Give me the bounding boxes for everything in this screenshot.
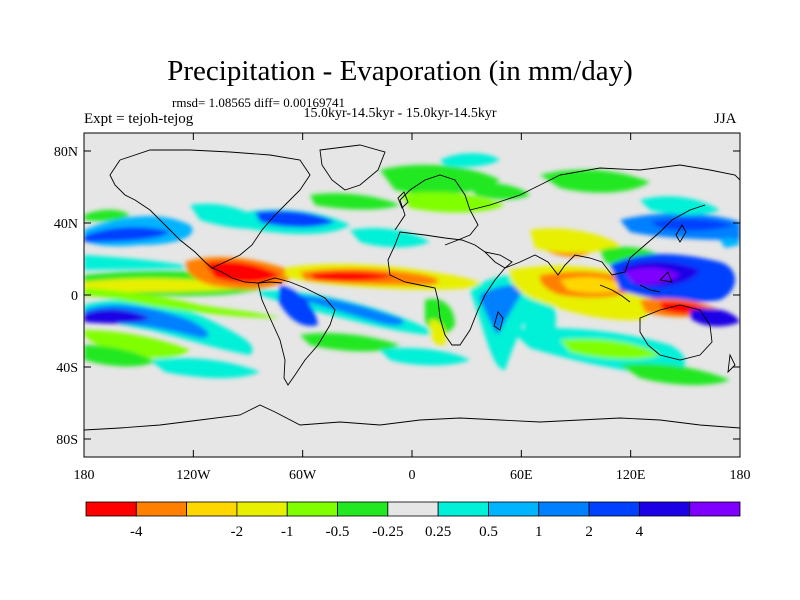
colorbar-box (85, 501, 137, 517)
lon-label: 0 (409, 468, 416, 483)
colorbar-label: -2 (231, 524, 244, 540)
colorbar-label: -1 (281, 524, 294, 540)
colorbar-label: 1 (535, 524, 543, 540)
chart-title: Precipitation - Evaporation (in mm/day) (167, 55, 633, 87)
colorbar-box (538, 501, 590, 517)
chart-subtitle: 15.0kyr-14.5kyr - 15.0kyr-14.5kyr (303, 106, 497, 121)
colorbar-box (286, 501, 338, 517)
season-label: JJA (714, 111, 737, 127)
colorbar-label: -0.5 (326, 524, 350, 540)
lat-label: 40N (54, 217, 78, 232)
coastlines (84, 144, 740, 431)
colorbar-box (186, 501, 238, 517)
lon-label: 60W (289, 468, 317, 483)
stats-text: rmsd= 1.08565 diff= 0.00169741 (172, 95, 345, 110)
colorbar-label: 2 (585, 524, 593, 540)
colorbar-box (638, 501, 691, 517)
colorbar-box (488, 501, 540, 517)
colorbar-box (337, 501, 389, 517)
longitude-axis: 180 120W 60W 0 60E 120E 180 (74, 133, 751, 483)
colorbar-label: -4 (130, 524, 143, 540)
colorbar-box (689, 501, 741, 517)
lat-label: 40S (56, 361, 78, 376)
lon-label: 180 (730, 468, 751, 483)
lat-label: 0 (71, 289, 78, 304)
lon-label: 60E (510, 468, 533, 483)
colorbar-box (236, 501, 288, 517)
colorbar-label: 0.5 (479, 524, 498, 540)
colorbar-box (387, 501, 439, 517)
colorbar-box (588, 501, 640, 517)
latitude-axis: 80N 40N 0 40S 80S (54, 145, 740, 448)
experiment-label: Expt = tejoh-tejog (84, 111, 194, 127)
colorbar-label: 0.25 (425, 524, 451, 540)
colorbar-label: -0.25 (372, 524, 403, 540)
lon-label: 120W (176, 468, 211, 483)
field-layer (84, 153, 740, 386)
colorbar-label: 4 (636, 524, 644, 540)
lon-label: 180 (74, 468, 95, 483)
lat-label: 80S (56, 433, 78, 448)
colorbar: -4 -2 -1 -0.5 -0.25 0.25 0.5 1 2 4 (85, 501, 741, 540)
lon-label: 120E (616, 468, 646, 483)
lat-label: 80N (54, 145, 78, 160)
colorbar-box (135, 501, 188, 517)
colorbar-box (437, 501, 489, 517)
